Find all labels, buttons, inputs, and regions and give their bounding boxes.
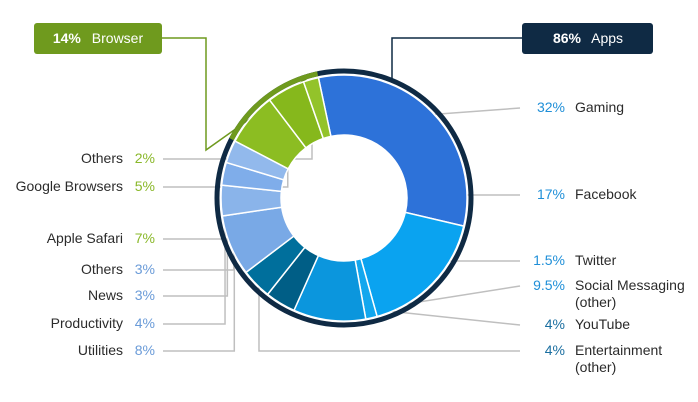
label-google-percent: 5% xyxy=(135,178,155,194)
browser-box-bg xyxy=(34,23,162,54)
label-safari-percent: 7% xyxy=(135,230,155,246)
svg-text:14% Browser: 14% Browser xyxy=(53,30,144,46)
label-safari-name: Apple Safari xyxy=(47,230,123,246)
label-others-browser-name: Others xyxy=(81,150,123,166)
label-facebook-name: Facebook xyxy=(575,186,637,202)
leader-gaming xyxy=(428,107,521,116)
label-news-name: News xyxy=(88,287,123,303)
browser-name: Browser xyxy=(92,30,144,46)
leader-utilities xyxy=(163,244,236,352)
label-utilities-percent: 8% xyxy=(135,342,155,358)
label-twitter-name: Twitter xyxy=(575,252,617,268)
svg-text:86% Apps: 86% Apps xyxy=(553,30,623,46)
label-youtube-name: YouTube xyxy=(575,316,630,332)
browser-outer-ring xyxy=(229,71,319,141)
label-gaming-percent: 32% xyxy=(537,99,565,115)
apps-percent: 86% xyxy=(553,30,582,46)
label-others-browser-percent: 2% xyxy=(135,150,155,166)
apps-outer-ring xyxy=(214,68,474,328)
label-google-name: Google Browsers xyxy=(16,178,123,194)
label-others-apps-name: Others xyxy=(81,261,123,277)
donut-slices xyxy=(220,74,468,322)
slice-gaming xyxy=(317,74,468,227)
label-entertainment-name-line-2: (other) xyxy=(575,359,616,375)
label-productivity-percent: 4% xyxy=(135,315,155,331)
apps-group-box: 86% Apps xyxy=(522,23,653,54)
label-others-apps-percent: 3% xyxy=(135,261,155,277)
leader-entertainment xyxy=(258,281,520,352)
apps-name: Apps xyxy=(591,30,623,46)
label-gaming-name: Gaming xyxy=(575,99,624,115)
label-entertainment-name-line-1: Entertainment xyxy=(575,342,662,358)
label-social-name-line-2: (other) xyxy=(575,294,616,310)
slice-others-browser xyxy=(302,76,332,140)
label-social-name-line-1: Social Messaging xyxy=(575,277,685,293)
label-news-percent: 3% xyxy=(135,287,155,303)
label-utilities-name: Utilities xyxy=(78,342,123,358)
apps-box-bg xyxy=(522,23,653,54)
label-facebook-percent: 17% xyxy=(537,186,565,202)
slice-labels: 32% Gaming 17% Facebook 1.5% Twitter 9.5% Socia… xyxy=(16,99,685,375)
label-entertainment-percent: 4% xyxy=(545,342,565,358)
browser-group-box: 14% Browser xyxy=(34,23,162,54)
label-twitter-percent: 1.5% xyxy=(533,252,565,268)
slice-facebook xyxy=(360,211,465,318)
apps-connector xyxy=(391,37,522,82)
label-productivity-name: Productivity xyxy=(51,315,123,331)
browser-percent: 14% xyxy=(53,30,82,46)
label-social-percent: 9.5% xyxy=(533,277,565,293)
leader-productivity xyxy=(163,200,226,325)
label-youtube-percent: 4% xyxy=(545,316,565,332)
